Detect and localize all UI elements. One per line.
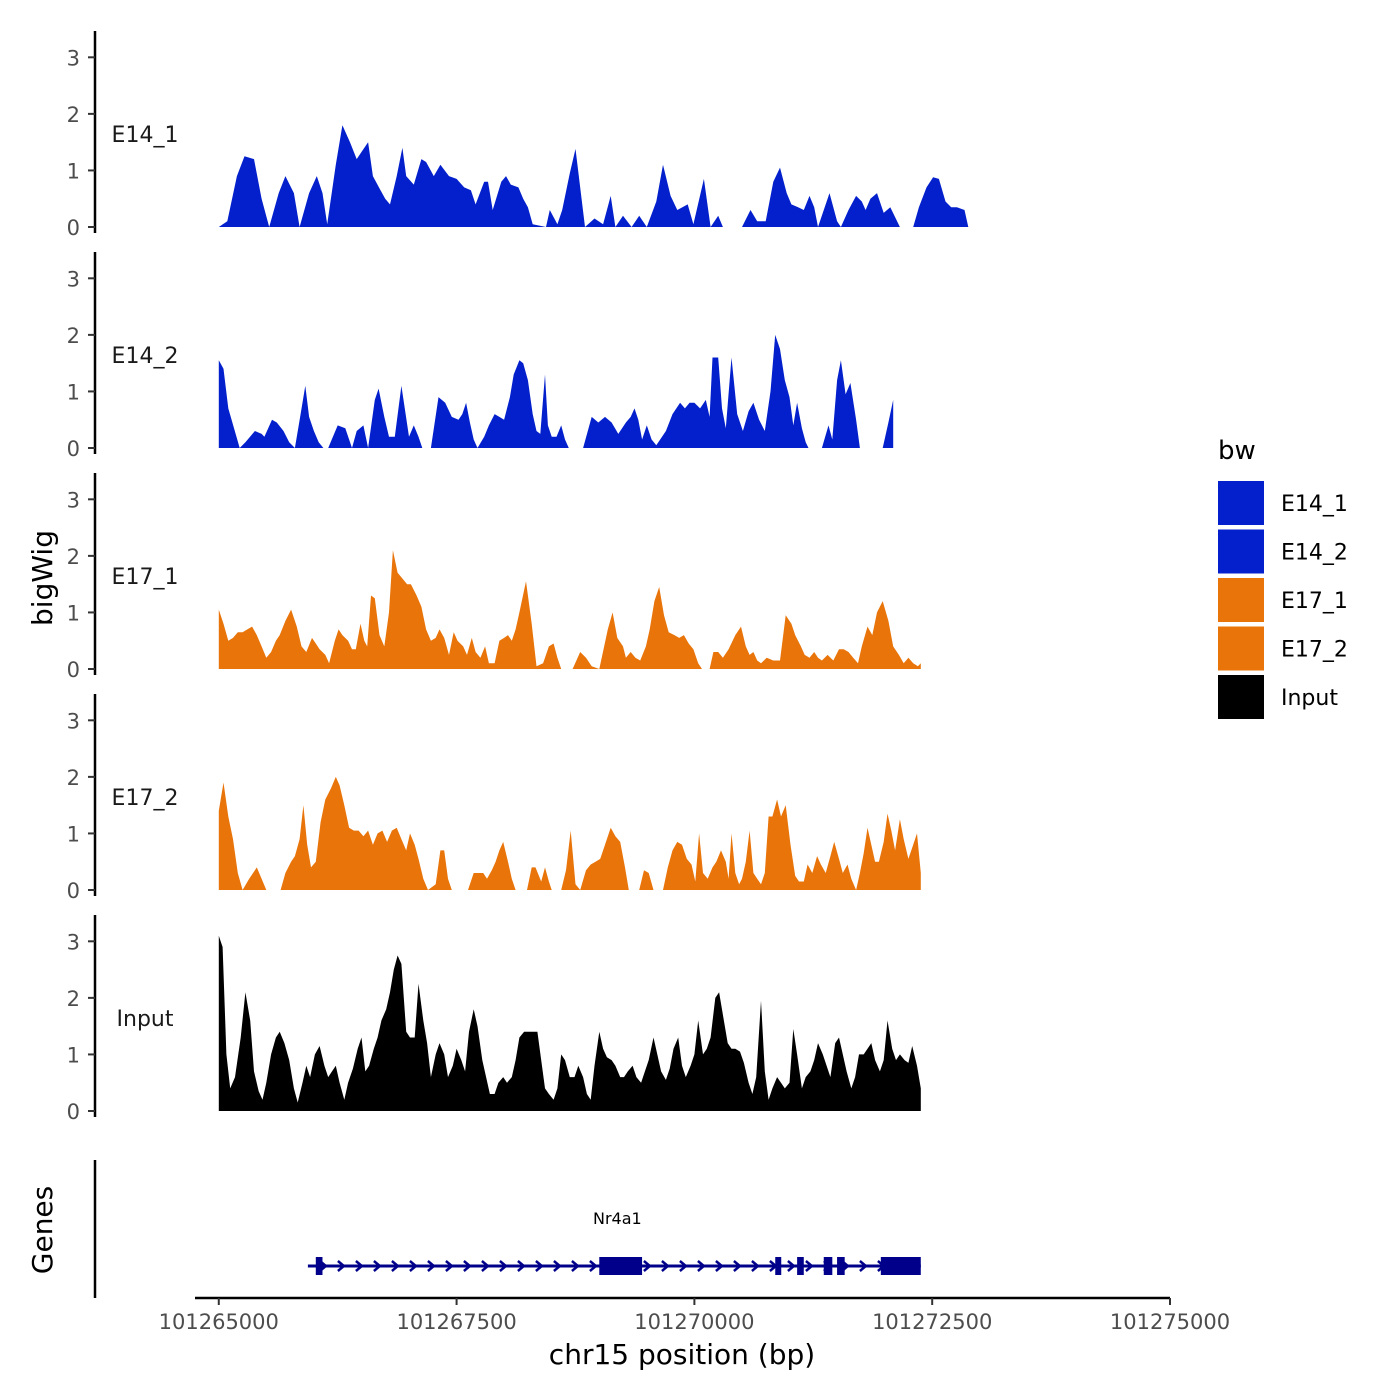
- y-tick-label: 2: [67, 987, 80, 1011]
- legend-swatch-E17_2: [1218, 626, 1264, 671]
- strand-arrow: [337, 1260, 346, 1272]
- strand-arrow: [409, 1260, 418, 1272]
- strand-arrow: [733, 1260, 742, 1272]
- legend-label-E17_2: E17_2: [1281, 638, 1348, 663]
- x-tick-label: 101275000: [1110, 1310, 1230, 1334]
- signal-area-E17_1: [218, 550, 921, 669]
- track-label: Input: [117, 1007, 174, 1032]
- track-E17_1: 0 1 2 3 E17_1: [67, 473, 921, 682]
- gene-exon: [837, 1257, 845, 1275]
- legend-swatch-Input: [1218, 675, 1264, 719]
- y-tick-label: 2: [67, 545, 80, 569]
- strand-arrow: [535, 1260, 544, 1272]
- y-tick-label: 1: [67, 1043, 80, 1067]
- y-tick-label: 0: [67, 658, 80, 682]
- genes-layer: Nr4a1: [93, 1160, 921, 1298]
- legend-label-E14_2: E14_2: [1281, 541, 1348, 566]
- x-tick-label: 101272500: [872, 1310, 992, 1334]
- legend-swatch-E14_2: [1218, 529, 1264, 574]
- legend-title: bw: [1218, 436, 1256, 466]
- gene-exon: [823, 1257, 833, 1275]
- y-tick-label: 0: [67, 1100, 80, 1124]
- signal-area-E14_1: [218, 125, 969, 227]
- y-axis-title: bigWig: [26, 530, 59, 626]
- strand-arrow: [373, 1260, 382, 1272]
- gene-exon: [599, 1257, 643, 1275]
- track-Input: 0 1 2 3 Input: [67, 915, 921, 1124]
- strand-arrow: [805, 1260, 814, 1272]
- strand-arrow: [661, 1260, 670, 1272]
- legend-label-E14_1: E14_1: [1281, 492, 1348, 517]
- strand-arrow: [445, 1260, 454, 1272]
- strand-arrow: [553, 1260, 562, 1272]
- strand-arrow: [463, 1260, 472, 1272]
- track-label: E17_2: [112, 786, 179, 811]
- strand-arrow: [391, 1260, 400, 1272]
- legend-swatch-E14_1: [1218, 481, 1264, 525]
- signal-area-Input: [218, 935, 921, 1111]
- signal-area-E14_2: [218, 334, 894, 448]
- y-tick-label: 1: [67, 822, 80, 846]
- strand-arrow: [787, 1260, 796, 1272]
- strand-arrow: [715, 1260, 724, 1272]
- genes-axis-title: Genes: [26, 1186, 59, 1274]
- strand-arrow: [427, 1260, 436, 1272]
- y-tick-label: 3: [67, 488, 80, 512]
- strand-arrow: [643, 1260, 652, 1272]
- strand-arrow: [481, 1260, 490, 1272]
- gene-exon: [315, 1257, 323, 1275]
- track-label: E14_1: [112, 123, 179, 148]
- tracks-layer: 0 1 2 3 E14_1 0 1 2 3 E14_2 0 1 2 3 E17_1 0 1 2 3 E17_2 0 1 2 3…: [67, 31, 969, 1124]
- signal-area-E17_2: [218, 776, 921, 890]
- track-E14_1: 0 1 2 3 E14_1: [67, 31, 969, 240]
- gene-exon: [880, 1257, 921, 1275]
- x-tick-label: 101265000: [159, 1310, 279, 1334]
- y-tick-label: 1: [67, 601, 80, 625]
- strand-arrow: [679, 1260, 688, 1272]
- gene-name: Nr4a1: [593, 1209, 642, 1228]
- strand-arrow: [571, 1260, 580, 1272]
- gene-exon: [797, 1257, 804, 1275]
- y-tick-label: 3: [67, 267, 80, 291]
- y-tick-label: 0: [67, 216, 80, 240]
- track-label: E14_2: [112, 344, 179, 369]
- y-tick-label: 3: [67, 709, 80, 733]
- strand-arrow: [517, 1260, 526, 1272]
- legend-label-Input: Input: [1281, 686, 1338, 711]
- x-tick-label: 101270000: [634, 1310, 754, 1334]
- y-tick-label: 1: [67, 380, 80, 404]
- legend: bw E14_1 E14_2 E17_1 E17_2 Input: [1218, 436, 1348, 719]
- track-E14_2: 0 1 2 3 E14_2: [67, 252, 894, 461]
- y-tick-label: 3: [67, 46, 80, 70]
- strand-arrow: [589, 1260, 598, 1272]
- track-E17_2: 0 1 2 3 E17_2: [67, 694, 921, 903]
- strand-arrow: [751, 1260, 760, 1272]
- x-axis: 101265000 101267500 101270000 101272500 1012…: [159, 1296, 1230, 1334]
- y-tick-label: 2: [67, 766, 80, 790]
- legend-swatch-E17_1: [1218, 578, 1264, 622]
- x-axis-title: chr15 position (bp): [549, 1338, 815, 1371]
- y-tick-label: 2: [67, 103, 80, 127]
- x-tick-label: 101267500: [396, 1310, 516, 1334]
- y-tick-label: 3: [67, 930, 80, 954]
- track-label: E17_1: [112, 565, 179, 590]
- y-tick-label: 2: [67, 324, 80, 348]
- legend-label-E17_1: E17_1: [1281, 589, 1348, 614]
- gene-exon: [775, 1257, 782, 1275]
- strand-arrow: [499, 1260, 508, 1272]
- y-tick-label: 0: [67, 879, 80, 903]
- strand-arrow: [697, 1260, 706, 1272]
- strand-arrow: [355, 1260, 364, 1272]
- y-tick-label: 1: [67, 159, 80, 183]
- strand-arrow: [859, 1260, 868, 1272]
- y-tick-label: 0: [67, 437, 80, 461]
